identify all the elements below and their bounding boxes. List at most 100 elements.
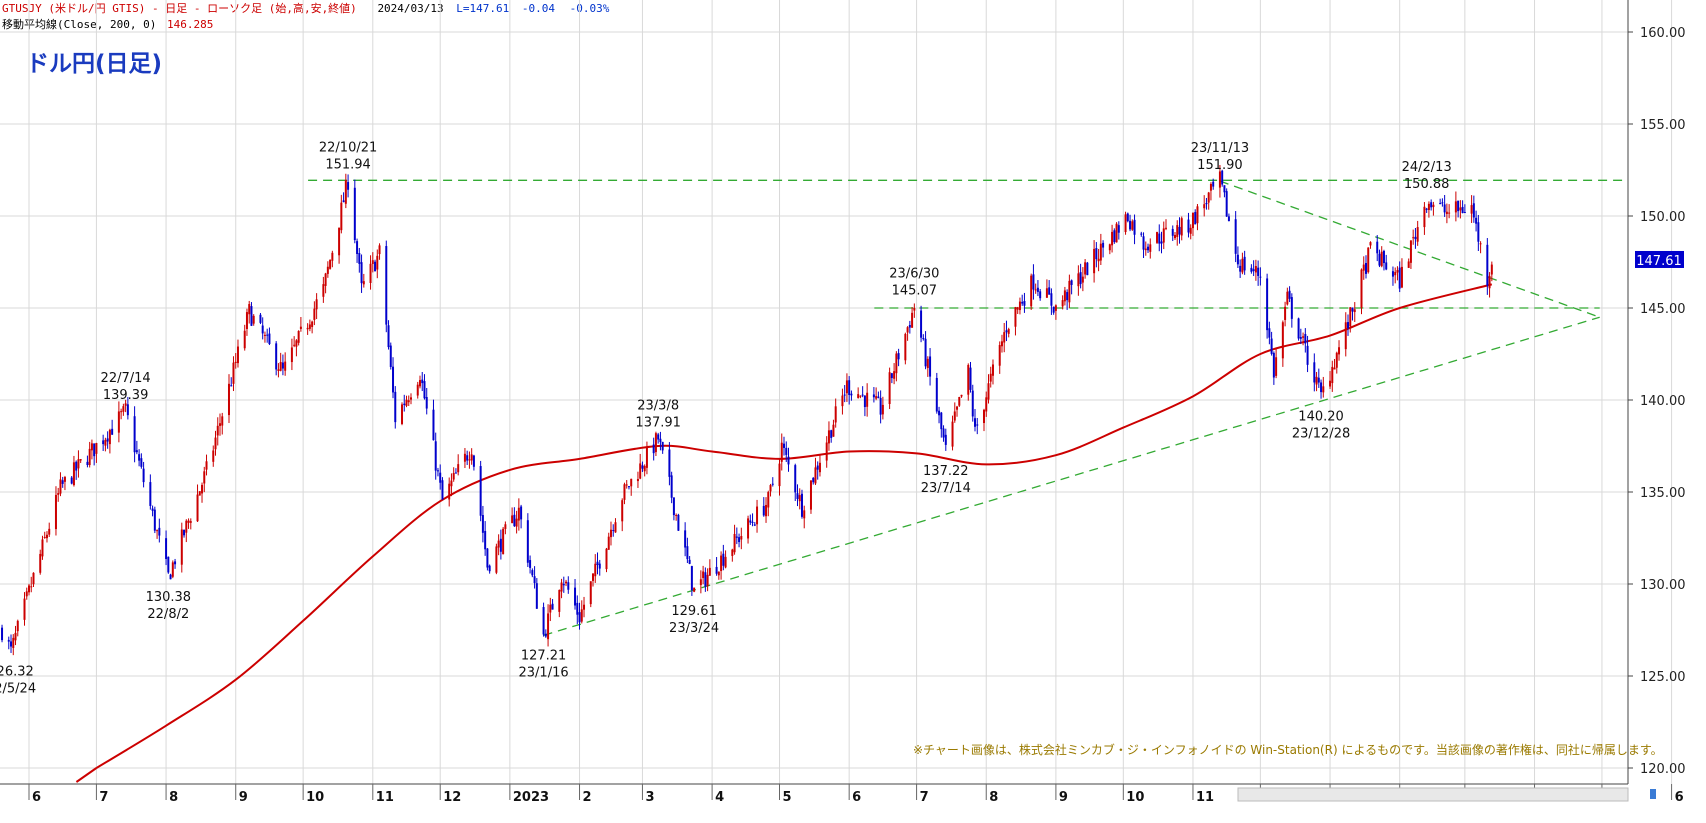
- annotation-value: 145.07: [892, 284, 938, 299]
- annotation-value: 137.91: [635, 415, 681, 430]
- candle-down: [1252, 260, 1255, 277]
- candle-down: [1385, 254, 1388, 271]
- extreme-annotation: 140.20 23/12/28: [1292, 409, 1350, 441]
- annotation-date: 23/12/28: [1292, 426, 1350, 441]
- annotation-date: 22/8/2: [147, 607, 189, 622]
- candle-up: [827, 421, 830, 451]
- candle-down: [111, 419, 114, 436]
- candle-down: [499, 529, 502, 560]
- candle-up: [277, 363, 280, 378]
- candle-up: [495, 543, 498, 575]
- candle-up: [504, 521, 507, 535]
- candle-up: [263, 331, 266, 343]
- candle-down: [165, 530, 168, 566]
- candle-down: [403, 394, 406, 412]
- candle-down: [661, 441, 664, 454]
- candle-up: [308, 319, 311, 332]
- candle-up: [1241, 252, 1244, 275]
- candle-down: [1032, 264, 1035, 300]
- candle-up: [39, 549, 42, 575]
- candle-up: [1014, 306, 1017, 336]
- candle-up: [293, 336, 296, 348]
- candle-down: [722, 544, 725, 571]
- candle-up: [560, 578, 563, 599]
- candle-down: [75, 460, 78, 480]
- candle-up: [989, 366, 992, 388]
- candle-up: [344, 173, 347, 209]
- candle-up: [23, 592, 26, 626]
- candle-down: [596, 552, 599, 575]
- candle-up: [1099, 233, 1102, 265]
- candle-down: [1187, 212, 1190, 238]
- candle-up: [331, 250, 334, 268]
- candle-down: [1102, 240, 1105, 258]
- candle-down: [486, 548, 489, 571]
- candle-down: [688, 556, 691, 565]
- candle-up: [401, 402, 404, 426]
- y-tick-label: 160.00: [1640, 26, 1686, 41]
- candle-down: [374, 259, 377, 272]
- candle-down: [133, 406, 136, 463]
- candle-down: [800, 489, 803, 519]
- candle-up: [48, 522, 51, 537]
- candle-up: [1448, 204, 1451, 219]
- candle-up: [1322, 376, 1325, 398]
- candle-up: [866, 383, 869, 417]
- candle-down: [771, 477, 774, 487]
- candle-down: [1272, 351, 1275, 385]
- candle-down: [488, 564, 491, 574]
- candle-down: [1133, 214, 1136, 245]
- x-tick-label: 6: [852, 790, 861, 805]
- candle-down: [1221, 169, 1224, 187]
- candle-down: [356, 238, 359, 263]
- candle-down: [358, 247, 361, 273]
- candle-up: [875, 387, 878, 401]
- candle-up: [290, 338, 293, 371]
- candle-up: [171, 560, 174, 579]
- x-tick-label: 8: [169, 790, 178, 805]
- chart-header-line-1: GTUSJY (米ドル/円 GTIS) - 日足 - ローソク足 (始,高,安,…: [2, 2, 609, 15]
- candle-down: [830, 429, 833, 443]
- candle-up: [985, 391, 988, 417]
- candle-up: [515, 510, 518, 534]
- candle-down: [342, 192, 345, 203]
- candle-down: [1095, 242, 1098, 268]
- candle-up: [956, 405, 959, 417]
- candle-down: [684, 522, 687, 557]
- extreme-annotation: 130.38 22/8/2: [146, 590, 192, 622]
- candle-up: [43, 531, 46, 539]
- candle-up: [565, 579, 568, 587]
- candle-down: [1475, 210, 1478, 232]
- candle-down: [1140, 231, 1143, 237]
- extreme-annotation: 127.21 23/1/16: [519, 648, 569, 680]
- candle-up: [1338, 340, 1341, 361]
- candle-up: [625, 480, 628, 489]
- y-axis: 160.00 155.00 150.00 145.00 140.00 135.00 130.…: [1627, 0, 1686, 784]
- candle-up: [1407, 258, 1410, 268]
- candle-up: [706, 568, 709, 592]
- candle-down: [1257, 260, 1260, 286]
- candle-up: [1490, 261, 1493, 282]
- candle-down: [526, 513, 529, 567]
- candle-up: [798, 488, 801, 510]
- candle-down: [971, 384, 974, 422]
- candle-down: [436, 467, 439, 477]
- candle-down: [751, 513, 754, 527]
- candle-up: [834, 398, 837, 428]
- candle-up: [1432, 201, 1435, 216]
- candle-down: [1142, 232, 1145, 259]
- candle-up: [888, 367, 891, 410]
- candle-up: [1396, 266, 1399, 281]
- candle-up: [205, 454, 208, 476]
- candle-down: [167, 556, 170, 574]
- candle-down: [863, 395, 866, 417]
- candle-up: [778, 459, 781, 496]
- candle-down: [479, 460, 482, 522]
- y-tick-label: 135.00: [1640, 486, 1686, 501]
- candle-down: [1297, 317, 1300, 341]
- candle-down: [843, 385, 846, 403]
- annotation-value: 130.38: [146, 590, 192, 605]
- candle-down: [93, 443, 96, 466]
